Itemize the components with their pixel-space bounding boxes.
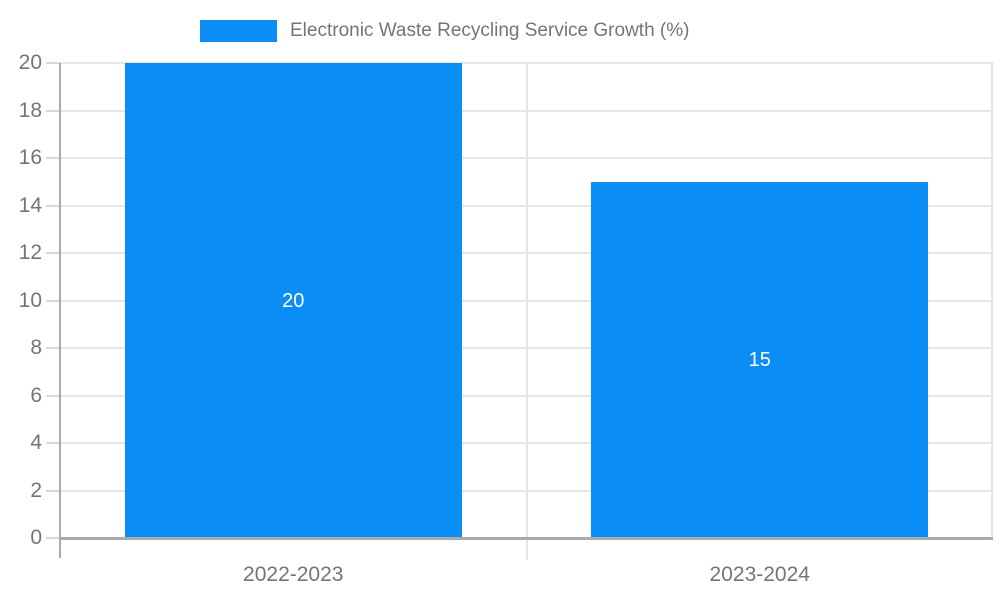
y-axis-tick-label: 16 xyxy=(18,146,42,169)
x-axis-category-label: 2023-2024 xyxy=(709,563,810,586)
y-axis-tick-label: 8 xyxy=(30,336,42,359)
x-axis-category-label: 2022-2023 xyxy=(243,563,344,586)
bar-2022-2023 xyxy=(124,63,462,538)
y-axis-tick xyxy=(46,109,60,112)
category-divider xyxy=(525,63,528,560)
legend-label: Electronic Waste Recycling Service Growt… xyxy=(290,20,690,41)
y-axis-tick-label: 4 xyxy=(30,431,42,454)
y-axis-tick xyxy=(46,62,60,64)
x-axis-line xyxy=(60,537,993,540)
chart-legend: Electronic Waste Recycling Service Growt… xyxy=(0,0,1000,50)
y-axis-tick xyxy=(46,394,60,397)
y-axis-tick-label: 18 xyxy=(18,98,42,122)
legend-swatch xyxy=(200,20,277,42)
y-axis-tick xyxy=(46,252,60,254)
y-axis-tick xyxy=(46,537,60,539)
y-axis-line xyxy=(59,63,61,558)
bar-value-label: 20 xyxy=(282,289,305,312)
y-axis-tick xyxy=(46,157,60,159)
y-axis-tick xyxy=(46,204,60,207)
y-axis-tick xyxy=(46,442,60,444)
y-axis-tick-label: 6 xyxy=(30,383,42,407)
y-axis-tick xyxy=(46,299,60,302)
bar-2023-2024 xyxy=(591,181,929,538)
y-axis-tick-label: 12 xyxy=(18,241,42,264)
y-axis-tick xyxy=(46,347,60,349)
y-axis-tick xyxy=(46,489,60,492)
y-axis-tick-label: 20 xyxy=(18,51,42,74)
y-axis-tick-label: 2 xyxy=(30,478,42,502)
y-axis-tick-label: 14 xyxy=(18,193,42,217)
bar-value-label: 15 xyxy=(748,348,771,371)
y-axis-tick-label: 10 xyxy=(18,288,42,312)
plot-right-border xyxy=(991,63,993,538)
y-axis-tick-label: 0 xyxy=(30,526,42,549)
